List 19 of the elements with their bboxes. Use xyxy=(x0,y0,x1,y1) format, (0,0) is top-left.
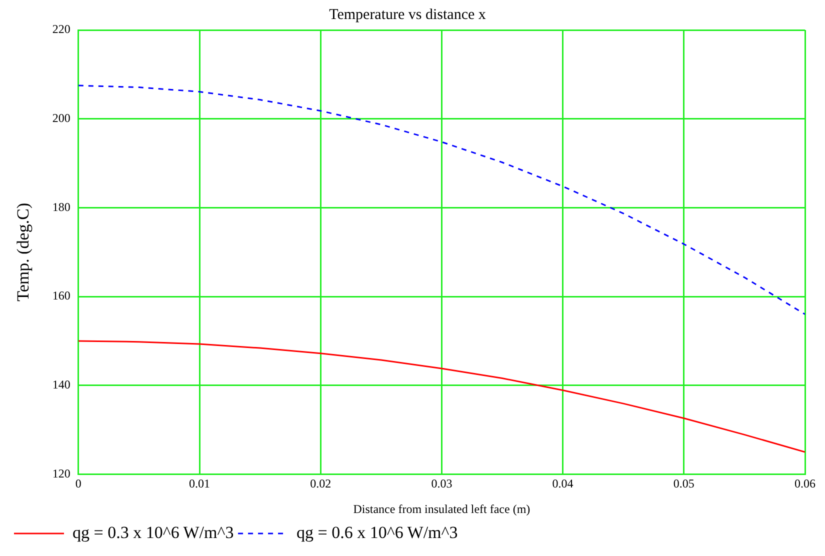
x-tick-label: 0.04 xyxy=(552,476,574,491)
x-tick-label: 0.03 xyxy=(431,476,452,491)
chart-title: Temperature vs distance x xyxy=(329,6,486,23)
y-tick-label: 180 xyxy=(52,200,70,214)
y-tick-label: 160 xyxy=(52,288,70,303)
y-tick-label: 220 xyxy=(52,22,70,36)
y-tick-label: 120 xyxy=(52,466,70,480)
x-tick-label: 0.01 xyxy=(189,476,210,491)
line-series xyxy=(78,84,805,316)
x-tick-label: 0 xyxy=(75,476,82,491)
y-tick-label: 200 xyxy=(52,110,70,125)
x-tick-label: 0.02 xyxy=(310,476,332,491)
legend-label: qg = 0.6 x 10^6 W/m^3 xyxy=(296,522,458,542)
x-tick-label: 0.05 xyxy=(673,476,694,491)
x-tick-label: 0.06 xyxy=(794,476,816,491)
y-tick-label: 140 xyxy=(52,378,70,392)
y-axis-title: Temp. (deg.C) xyxy=(14,202,33,302)
x-axis-title: Distance from insulated left face (m) xyxy=(353,502,530,516)
legend-label: qg = 0.3 x 10^6 W/m^3 xyxy=(72,522,234,542)
